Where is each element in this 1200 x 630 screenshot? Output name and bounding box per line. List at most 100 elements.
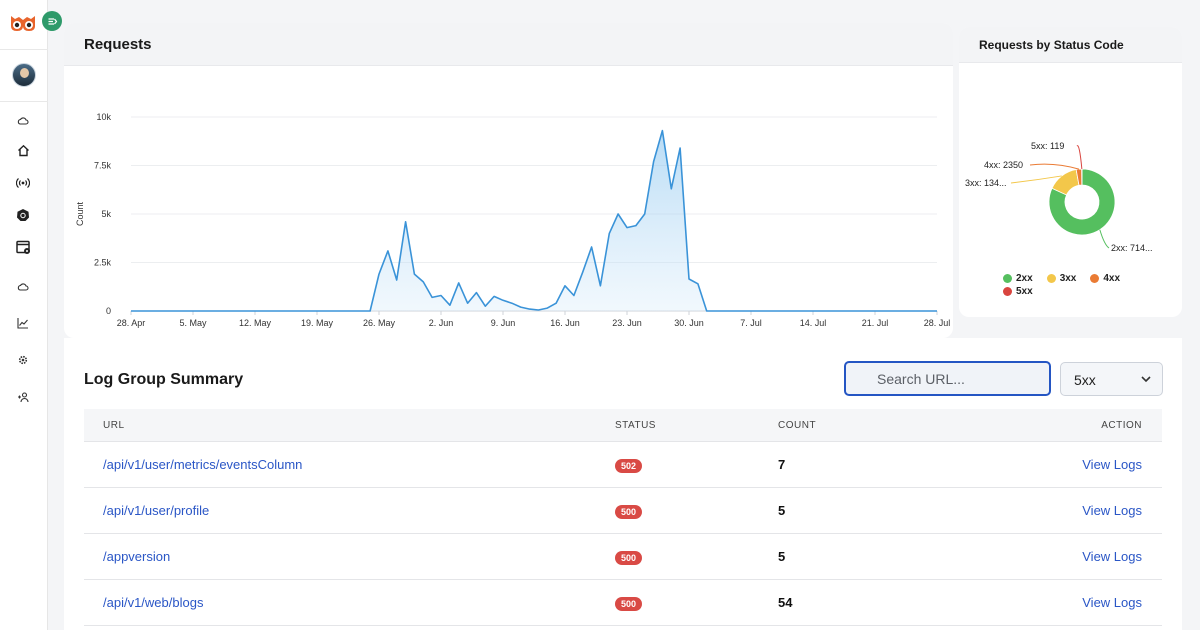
legend-dot [1090,274,1100,283]
legend-dot [1003,274,1012,283]
legend-label: 4xx [1103,273,1121,284]
view-logs-link[interactable]: View Logs [1082,503,1142,518]
url-link[interactable]: /appversion [103,549,171,564]
sidebar-divider [0,49,48,50]
chevron-down-icon [1141,376,1151,383]
sidebar [0,0,48,630]
status-filter-select[interactable]: 5xx [1060,362,1163,396]
dashboard-settings-icon[interactable] [14,238,32,256]
status-code-title: Requests by Status Code [979,38,1124,52]
series-line-count[interactable] [131,129,937,312]
url-link[interactable]: /api/v1/web/blogs [103,595,204,610]
x-tick-label: 14. Jul [800,318,827,328]
line-chart-icon[interactable] [14,314,32,332]
kubernetes-icon[interactable] [14,206,32,224]
legend-item-2xx[interactable]: 2xx [1003,273,1033,284]
table-row: /api/v1/web/blogs 500 54 View Logs [84,580,1162,626]
status-code-header: Requests by Status Code [959,27,1182,63]
status-badge: 500 [615,504,643,519]
requests-header: Requests [64,23,953,66]
legend-dot [1046,274,1056,283]
log-group-summary: Log Group Summary 5xx URL STATUS COUNT A… [64,338,1182,630]
y-axis-label: Count [75,202,85,227]
status-badge: 500 [615,550,643,565]
table-body: /api/v1/user/metrics/eventsColumn 502 7 Vie… [84,442,1162,626]
y-tick-label: 5k [101,209,111,219]
home-icon[interactable] [14,141,32,159]
column-header-count[interactable]: COUNT [778,419,817,431]
table-row: /appversion 500 5 View Logs [84,534,1162,580]
legend-label: 5xx [1016,286,1033,297]
status-badge: 502 [615,458,643,473]
collapse-icon [48,17,57,25]
status-code-legend: 2xx 3xx 4xx 5xx [1003,273,1163,299]
pie-connector-3xx [1010,175,1062,184]
status-badge: 500 [615,596,643,611]
legend-item-5xx[interactable]: 5xx [1003,286,1033,297]
count-value: 5 [778,549,786,564]
add-user-icon[interactable] [14,388,32,406]
count-value: 54 [778,595,793,610]
requests-title: Requests [84,36,152,53]
requests-line-chart: 0 2.5k 5k 7.5k 10k 28. Apr 5. May 12. May 19. Ma… [75,112,951,328]
y-tick-label: 0 [106,306,111,316]
x-tick-label: 16. Jun [550,318,580,328]
gear-icon[interactable] [14,351,32,369]
legend-label: 3xx [1059,273,1077,284]
log-table: URL STATUS COUNT ACTION /api/v1/user/met… [84,409,1162,626]
view-logs-link[interactable]: View Logs [1082,457,1142,472]
pie-slice-2xx[interactable] [1048,168,1116,236]
legend-dot [1003,287,1012,296]
x-tick-label: 28. Apr [117,318,146,328]
x-tick-label: 7. Jul [740,318,762,328]
table-row: /api/v1/user/metrics/eventsColumn 502 7 Vie… [84,442,1162,488]
collapse-sidebar-button[interactable] [42,11,62,31]
pie-label-4xx: 4xx: 2350 [984,160,1023,170]
pie-connector-5xx [1076,145,1083,170]
pie-label-5xx: 5xx: 119 [1031,141,1064,151]
owl-logo-icon[interactable] [9,14,37,32]
table-header: URL STATUS COUNT ACTION [84,409,1162,442]
view-logs-link[interactable]: View Logs [1082,595,1142,610]
column-header-url[interactable]: URL [103,419,125,431]
pie-connector-4xx [1029,163,1080,170]
status-code-card: Requests by Status Code 2xx: 714... 3xx: … [959,27,1182,317]
avatar[interactable] [12,63,36,87]
url-link[interactable]: /api/v1/user/profile [103,503,210,518]
x-tick-label: 26. May [363,318,396,328]
pie-connector-2xx [1099,229,1110,249]
y-tick-label: 10k [96,112,111,122]
x-tick-label: 30. Jun [674,318,704,328]
x-tick-label: 21. Jul [862,318,889,328]
url-link[interactable]: /api/v1/user/metrics/eventsColumn [103,457,303,472]
legend-item-3xx[interactable]: 3xx [1046,273,1077,284]
x-tick-label: 9. Jun [491,318,516,328]
search-url-input[interactable] [844,361,1051,396]
sidebar-divider [0,101,48,102]
x-tick-label: 23. Jun [612,318,642,328]
broadcast-icon[interactable] [14,174,32,192]
view-logs-link[interactable]: View Logs [1082,549,1142,564]
pie-label-3xx: 3xx: 134... [965,178,1007,188]
pie-label-2xx: 2xx: 714... [1111,243,1153,253]
cloud-upload-icon[interactable] [14,112,32,130]
series-area-count [131,130,937,311]
cloud-check-icon[interactable] [14,278,32,296]
requests-card: Requests 0 2.5k 5k 7.5k 10k 28. Apr 5. May 12. … [64,23,953,338]
legend-item-4xx[interactable]: 4xx [1090,273,1120,284]
log-summary-title: Log Group Summary [84,371,244,388]
table-row: /api/v1/user/profile 500 5 View Logs [84,488,1162,534]
legend-label: 2xx [1016,273,1033,284]
x-tick-label: 2. Jun [429,318,454,328]
x-tick-label: 28. Jul [924,318,951,328]
x-tick-label: 12. May [239,318,272,328]
y-tick-label: 2.5k [94,258,112,268]
column-header-action: ACTION [1101,419,1142,431]
status-code-donut-chart: 2xx: 714... 3xx: 134... 4xx: 2350 5xx: 119 [965,141,1153,253]
y-tick-label: 7.5k [94,161,112,171]
column-header-status[interactable]: STATUS [615,419,656,431]
x-tick-label: 5. May [179,318,207,328]
count-value: 5 [778,503,786,518]
count-value: 7 [778,457,786,472]
x-tick-label: 19. May [301,318,334,328]
